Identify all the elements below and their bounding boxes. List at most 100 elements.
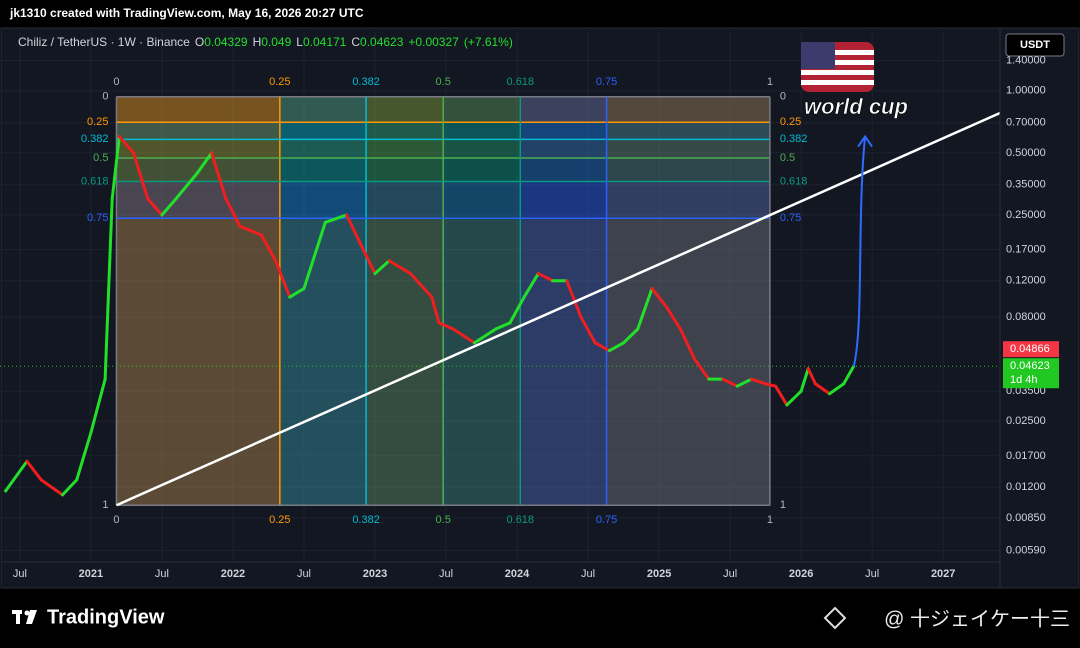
price-segment xyxy=(607,341,626,353)
price-segment xyxy=(288,287,306,299)
price-segment xyxy=(828,382,846,396)
y-tick-label: 0.01700 xyxy=(1006,450,1046,462)
brand: TradingView xyxy=(47,606,165,628)
price-segment xyxy=(387,259,413,276)
x-tick-label: Jul xyxy=(581,568,595,580)
fib-label: 0.382 xyxy=(352,514,380,526)
fib-label: 0.25 xyxy=(87,116,108,128)
fib-zone-vertical xyxy=(366,96,444,506)
price-segment xyxy=(117,135,136,155)
x-tick-label: Jul xyxy=(439,568,453,580)
y-tick-label: 0.17000 xyxy=(1006,243,1046,255)
price-segment xyxy=(749,377,768,386)
price-segment xyxy=(160,197,178,217)
price-segment xyxy=(238,224,263,237)
fib-label: 0.5 xyxy=(780,152,795,164)
price-label: 0.04623 xyxy=(1010,360,1050,372)
y-tick-label: 1.40000 xyxy=(1006,55,1046,67)
price-segment xyxy=(693,357,711,381)
legend: Chiliz / TetherUS · 1W · Binance O0.04329… xyxy=(18,35,513,49)
price-segment xyxy=(508,295,526,325)
price-label-box xyxy=(1003,341,1059,358)
fib-zone-vertical xyxy=(443,96,521,506)
price-segment xyxy=(799,367,810,393)
legend-item: (+7.61%) xyxy=(464,35,513,49)
fib-label: 1 xyxy=(102,499,108,511)
fib-label: 0.5 xyxy=(436,76,451,88)
legend-item: 0.04623 xyxy=(360,35,404,49)
legend-item: 0.04171 xyxy=(303,35,347,49)
price-segment xyxy=(373,259,391,276)
fib-label: 0 xyxy=(780,91,786,103)
fib-label: 0.382 xyxy=(352,76,380,88)
fib-zone-vertical xyxy=(279,96,367,506)
fib-label: 0.25 xyxy=(269,76,290,88)
price-segment xyxy=(409,272,434,299)
price-segment xyxy=(132,151,150,201)
legend-item: 0.04329 xyxy=(204,35,248,49)
x-tick-label: Jul xyxy=(723,568,737,580)
fib-label: 0 xyxy=(113,514,119,526)
price-segment xyxy=(785,389,803,407)
fib-label: 1 xyxy=(780,499,786,511)
fib-zone-vertical xyxy=(116,96,280,506)
y-tick-label: 0.02500 xyxy=(1006,415,1046,427)
arrow xyxy=(852,136,867,367)
fib-label: 0.75 xyxy=(596,514,617,526)
legend-item: O xyxy=(195,35,204,49)
y-tick-label: 0.00590 xyxy=(1006,545,1046,557)
price-segment xyxy=(89,377,107,435)
price-segment xyxy=(437,321,455,331)
fib-zone-vertical xyxy=(606,96,770,506)
price-segment xyxy=(721,377,739,388)
fib-label: 0.382 xyxy=(81,133,109,145)
fib-label: 0.618 xyxy=(780,175,808,187)
fib-label: 0.618 xyxy=(507,76,535,88)
currency: USDT xyxy=(1020,39,1050,51)
x-tick-label: 2025 xyxy=(647,568,671,580)
x-tick-label: Jul xyxy=(155,568,169,580)
price-segment xyxy=(345,213,363,246)
price-segment xyxy=(565,279,583,319)
y-tick-label: 0.70000 xyxy=(1006,117,1046,129)
fib-label: 0.25 xyxy=(269,514,290,526)
legend-item: +0.00327 xyxy=(408,35,459,49)
x-tick-label: 2027 xyxy=(931,568,955,580)
price-segment xyxy=(764,382,778,388)
price-segment xyxy=(359,242,377,276)
currency-button[interactable] xyxy=(1005,33,1065,57)
price-segment xyxy=(224,197,242,228)
fib-label: 0 xyxy=(113,76,119,88)
price-segment xyxy=(678,327,697,361)
legend-item: 0.049 xyxy=(261,35,291,49)
price-segment xyxy=(494,321,512,331)
binance-icon xyxy=(823,606,847,630)
price-segment xyxy=(39,478,64,497)
y-tick-label: 0.00850 xyxy=(1006,512,1046,524)
tv-logo xyxy=(12,610,37,624)
price-segment xyxy=(25,459,43,482)
x-tick-label: 2021 xyxy=(79,568,103,580)
fib-label: 0.75 xyxy=(780,212,801,224)
price-segment xyxy=(664,305,682,331)
price-segment xyxy=(259,233,278,263)
y-tick-label: 0.01200 xyxy=(1006,481,1046,493)
y-tick-label: 0.25000 xyxy=(1006,209,1046,221)
legend-item: L xyxy=(296,35,303,49)
price-segment xyxy=(472,327,498,345)
arrow-head xyxy=(857,134,873,148)
author: @ 十ジェイケー十三 xyxy=(884,607,1070,630)
x-tick-label: 2022 xyxy=(221,568,245,580)
fib-label: 0.382 xyxy=(780,133,808,145)
us-flag xyxy=(801,42,874,92)
price-segment xyxy=(4,459,29,493)
x-tick-label: Jul xyxy=(13,568,27,580)
price-segment xyxy=(806,367,817,386)
x-tick-label: 2026 xyxy=(789,568,813,580)
price-segment xyxy=(813,382,832,396)
price-segment xyxy=(103,197,114,381)
price-segment xyxy=(274,259,292,299)
price-segment xyxy=(593,341,611,353)
price-segment xyxy=(174,171,199,201)
